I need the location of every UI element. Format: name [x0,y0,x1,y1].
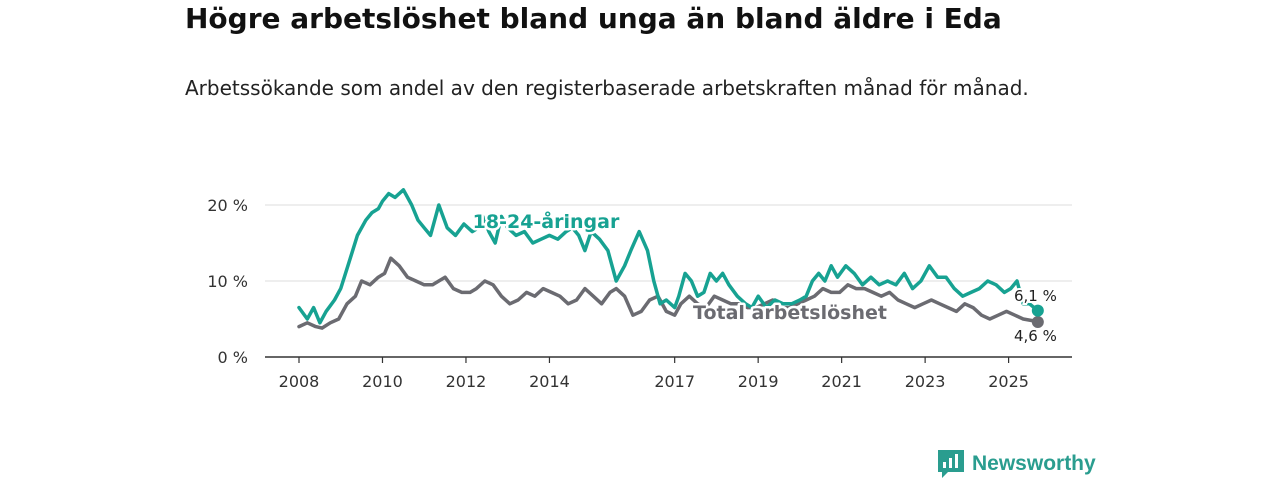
x-tick-label: 2023 [905,372,946,391]
brand-name: Newsworthy [972,452,1096,475]
y-tick-label: 0 % [218,348,248,367]
chart-subtitle: Arbetssökande som andel av den registerb… [185,76,1029,100]
brand-logo: Newsworthy [938,450,1096,478]
series-line-youth [297,188,1040,325]
series-label-total: Total arbetslöshet [693,302,887,324]
x-tick-label: 2021 [821,372,862,391]
series-label-youth: 18-24-åringar [473,209,620,233]
y-tick-label: 10 % [207,272,248,291]
x-tick-label: 2014 [529,372,570,391]
x-tick-label: 2017 [654,372,695,391]
x-tick-label: 2010 [362,372,403,391]
label-layer: 18-24-åringar Total arbetslöshet 6,1 % 4,6 … [470,207,1059,348]
series-layer [297,188,1044,330]
end-value-youth: 6,1 % [1014,287,1057,305]
x-tick-label: 2025 [988,372,1029,391]
x-tick-label: 2008 [279,372,320,391]
grid-layer: 0 % 10 % 20 % [207,196,1072,367]
end-value-total: 4,6 % [1014,327,1057,345]
y-tick-label: 20 % [207,196,248,215]
end-point-total [1031,316,1044,329]
newsworthy-logo-icon [938,450,964,478]
end-point-youth [1031,304,1044,317]
chart-title: Högre arbetslöshet bland unga än bland ä… [185,2,1002,35]
x-axis: 2008 2010 2012 2014 2017 2019 2021 2023 2025 [265,356,1072,391]
x-tick-label: 2012 [446,372,487,391]
x-tick-label: 2019 [738,372,779,391]
